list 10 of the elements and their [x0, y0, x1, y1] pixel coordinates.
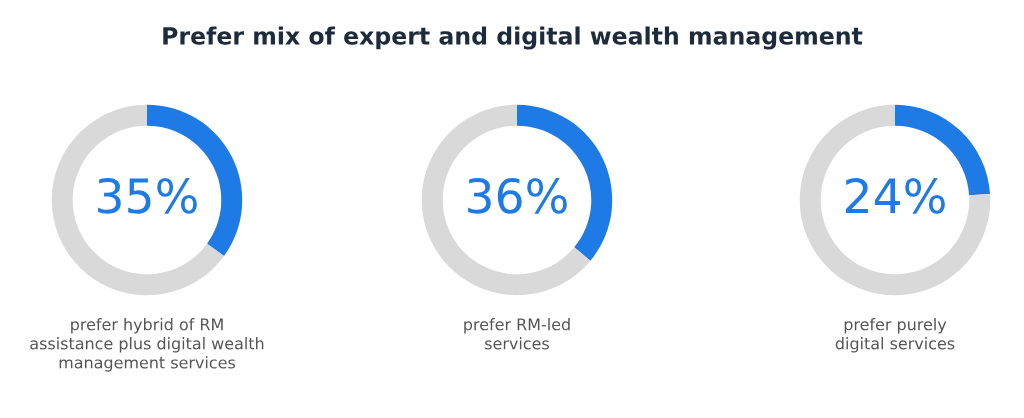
donut-slice: [799, 104, 991, 296]
donut-slice: [421, 104, 591, 296]
data-label: 36%: [468, 177, 567, 214]
text: prefer purely digital services: [835, 318, 955, 353]
text: Prefer mix of expert and digital wealth management: [163, 26, 863, 50]
donut-slice: [51, 104, 225, 296]
text: prefer hybrid of RM assistance plus digital wealth management services: [30, 318, 264, 372]
data-label: 35%: [98, 177, 197, 214]
data-label: 24%: [845, 177, 945, 214]
text: prefer RM-led services: [464, 318, 570, 350]
